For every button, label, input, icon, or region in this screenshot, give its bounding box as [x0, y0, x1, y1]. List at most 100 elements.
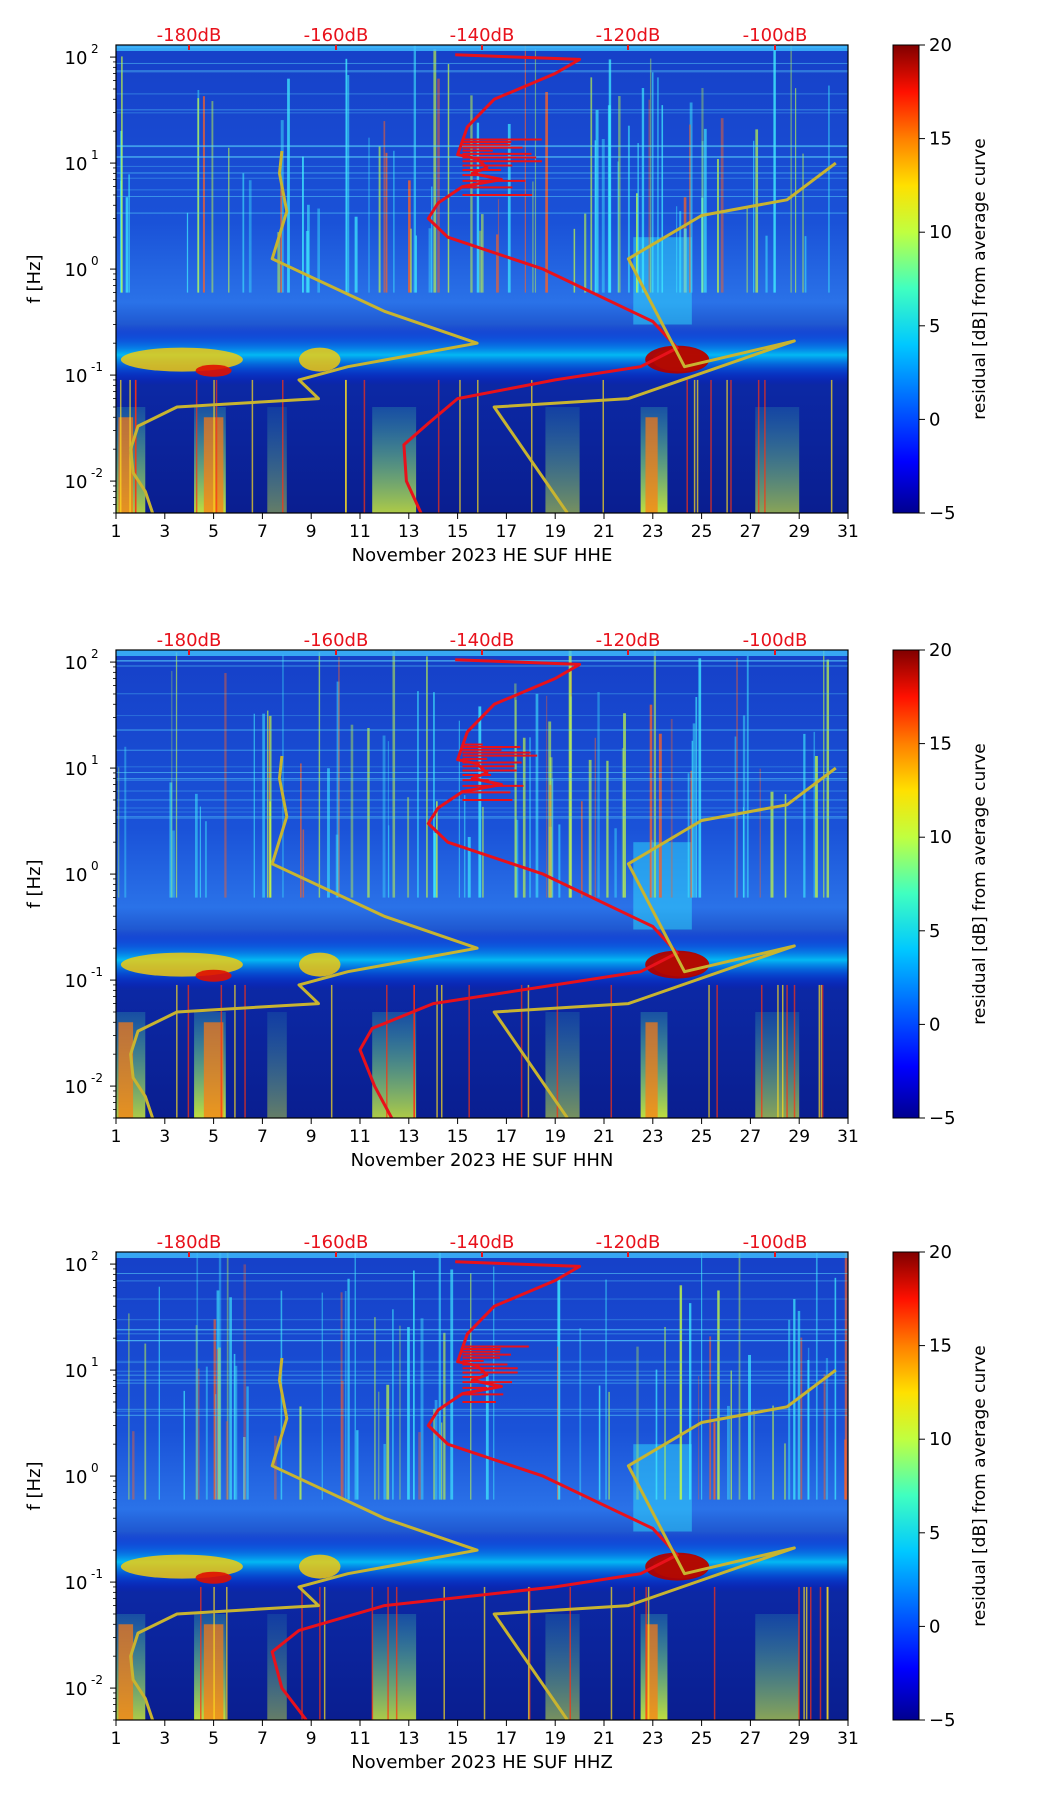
transient-streak [594, 140, 597, 293]
low-frequency-streak [803, 1586, 805, 1720]
top-db-label: -160dB [304, 1232, 369, 1253]
y-tick-label: 10 [65, 260, 88, 281]
harmonic-line [116, 693, 848, 695]
x-tick-label: 9 [306, 1729, 317, 1749]
low-frequency-streak [777, 984, 779, 1118]
average-psd-curve [402, 53, 679, 513]
transient-streak [746, 206, 748, 293]
x-tick-label: 3 [159, 1729, 170, 1749]
transient-streak [246, 1386, 249, 1500]
low-frequency-streak [176, 984, 178, 1118]
transient-streak [144, 1343, 147, 1500]
transient-streak [720, 118, 724, 293]
x-tick-label: 1 [111, 1127, 122, 1147]
transient-streak [340, 1292, 343, 1500]
harmonic-line [116, 729, 848, 731]
low-frequency-streak [215, 379, 218, 513]
transient-streak [428, 228, 432, 293]
low-frequency-streak [319, 1586, 321, 1720]
low-frequency-streak [730, 379, 732, 513]
x-tick-label: 29 [788, 522, 810, 542]
low-frequency-streak [830, 379, 833, 513]
top-db-label: -120dB [596, 25, 661, 46]
transient-streak [815, 1252, 818, 1500]
transient-streak [522, 737, 526, 898]
x-axis-label: November 2023 HE SUF HHN [351, 1150, 614, 1171]
transient-streak [392, 1309, 394, 1500]
transient-streak [378, 146, 381, 293]
transient-streak [558, 824, 561, 898]
top-db-label: -140dB [450, 630, 515, 651]
low-frequency-streak [119, 379, 122, 513]
colorbar [892, 44, 920, 514]
transient-streak [648, 99, 651, 293]
transient-streak [598, 1385, 601, 1500]
x-tick-label: 31 [837, 1127, 859, 1147]
top-db-label: -120dB [596, 1232, 661, 1253]
transient-streak [514, 699, 517, 898]
transient-streak [701, 87, 704, 293]
nhnm-curve [492, 766, 837, 1118]
transient-streak [476, 122, 480, 293]
x-tick-label: 15 [447, 1127, 469, 1147]
transient-streak [118, 767, 120, 898]
x-tick-label: 21 [593, 1127, 615, 1147]
spectrogram-background [116, 650, 848, 1118]
transient-streak [637, 143, 639, 293]
transient-streak [302, 829, 305, 898]
transient-streak [584, 213, 587, 293]
low-frequency-streak [459, 379, 461, 513]
harmonic-line [116, 1414, 848, 1416]
y-tick-exponent: -2 [91, 1071, 103, 1085]
transient-streak [641, 88, 645, 293]
x-tick-label: 11 [349, 1127, 371, 1147]
y-tick-label: 10 [65, 653, 88, 674]
y-tick-exponent: 2 [91, 647, 99, 661]
transient-streak [417, 691, 419, 898]
low-frequency-streak [413, 984, 416, 1118]
transient-streak [784, 794, 787, 898]
transient-streak [753, 1409, 755, 1500]
x-tick-label: 25 [691, 1729, 713, 1749]
transient-streak [524, 45, 526, 293]
low-frequency-streak [477, 379, 479, 513]
transient-streak [387, 741, 390, 898]
transient-streak [738, 1252, 741, 1500]
nlnm-curve [129, 150, 479, 513]
spectrogram-background [116, 1252, 848, 1720]
x-tick-label: 9 [306, 1127, 317, 1147]
transient-streak [434, 1399, 438, 1500]
x-tick-label: 3 [159, 1127, 170, 1147]
transient-streak [692, 723, 696, 898]
y-axis-label: f [Hz] [24, 254, 45, 303]
harmonic-line [116, 145, 848, 147]
transient-streak [807, 1347, 810, 1500]
transient-streak [169, 782, 173, 898]
transient-streak [385, 152, 388, 293]
low-frequency-streak [786, 984, 788, 1118]
transient-streak [336, 681, 340, 898]
transient-streak [588, 759, 592, 898]
harmonic-line [116, 1362, 848, 1364]
transient-streak [765, 235, 768, 293]
colorbar-tick-label: 15 [929, 1336, 952, 1357]
x-tick-label: 13 [398, 522, 420, 542]
top-db-label: -160dB [304, 630, 369, 651]
x-tick-label: 7 [257, 1729, 268, 1749]
low-frequency-streak [386, 984, 388, 1118]
transient-streak [689, 124, 691, 293]
harmonic-line [116, 665, 848, 667]
transient-streak [815, 755, 818, 898]
harmonic-line [116, 189, 848, 191]
nhnm-curve [492, 1368, 837, 1720]
transient-streak [813, 731, 816, 898]
x-tick-label: 13 [398, 1127, 420, 1147]
transient-streak [683, 228, 687, 293]
transient-streak [280, 120, 284, 293]
y-tick-exponent: 1 [91, 753, 99, 767]
transient-streak [689, 1303, 692, 1500]
low-frequency-streak [195, 379, 198, 513]
transient-streak [689, 102, 693, 293]
transient-streak [347, 1278, 350, 1500]
transient-streak [450, 1269, 454, 1500]
